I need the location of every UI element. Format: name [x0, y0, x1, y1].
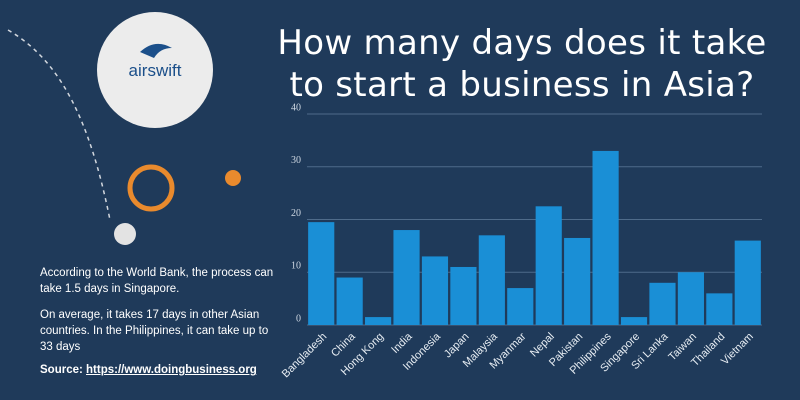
dashed-curve	[7, 29, 111, 221]
source: Source: https://www.doingbusiness.org	[40, 364, 257, 376]
orange-dot	[225, 170, 241, 186]
bar	[620, 317, 648, 325]
bar	[365, 317, 392, 325]
bar	[706, 293, 733, 325]
source-link[interactable]: https://www.doingbusiness.org	[86, 364, 257, 376]
y-tick-label: 10	[291, 261, 301, 272]
y-tick-label: 30	[291, 155, 301, 166]
source-label: Source:	[40, 364, 83, 376]
y-tick-label: 40	[291, 102, 301, 113]
bar	[592, 150, 619, 325]
bar	[478, 235, 505, 325]
y-tick-label: 0	[296, 313, 301, 324]
bar	[308, 222, 335, 325]
chart-title: How many days does it take to start a bu…	[277, 23, 767, 105]
bar	[734, 240, 761, 325]
bar	[507, 288, 534, 325]
bar	[421, 256, 449, 325]
bar	[677, 272, 704, 325]
x-tick-label: India	[389, 330, 415, 356]
logo-icon	[140, 43, 172, 58]
y-tick-label: 20	[291, 208, 301, 219]
bar	[450, 266, 477, 325]
note: On average, it takes 17 days in other As…	[40, 309, 269, 353]
gray-dot	[114, 223, 136, 245]
logo-circle	[97, 12, 213, 128]
bar	[564, 237, 591, 325]
bar	[649, 282, 676, 325]
bar	[336, 277, 363, 325]
bar	[393, 230, 420, 325]
x-tick-label: Bangladesh	[280, 331, 330, 381]
orange-ring	[127, 164, 175, 212]
x-tick-label: Vietnam	[719, 331, 756, 368]
logo-text: airswift	[129, 61, 182, 80]
bar	[535, 206, 562, 325]
note: According to the World Bank, the process…	[40, 267, 274, 295]
